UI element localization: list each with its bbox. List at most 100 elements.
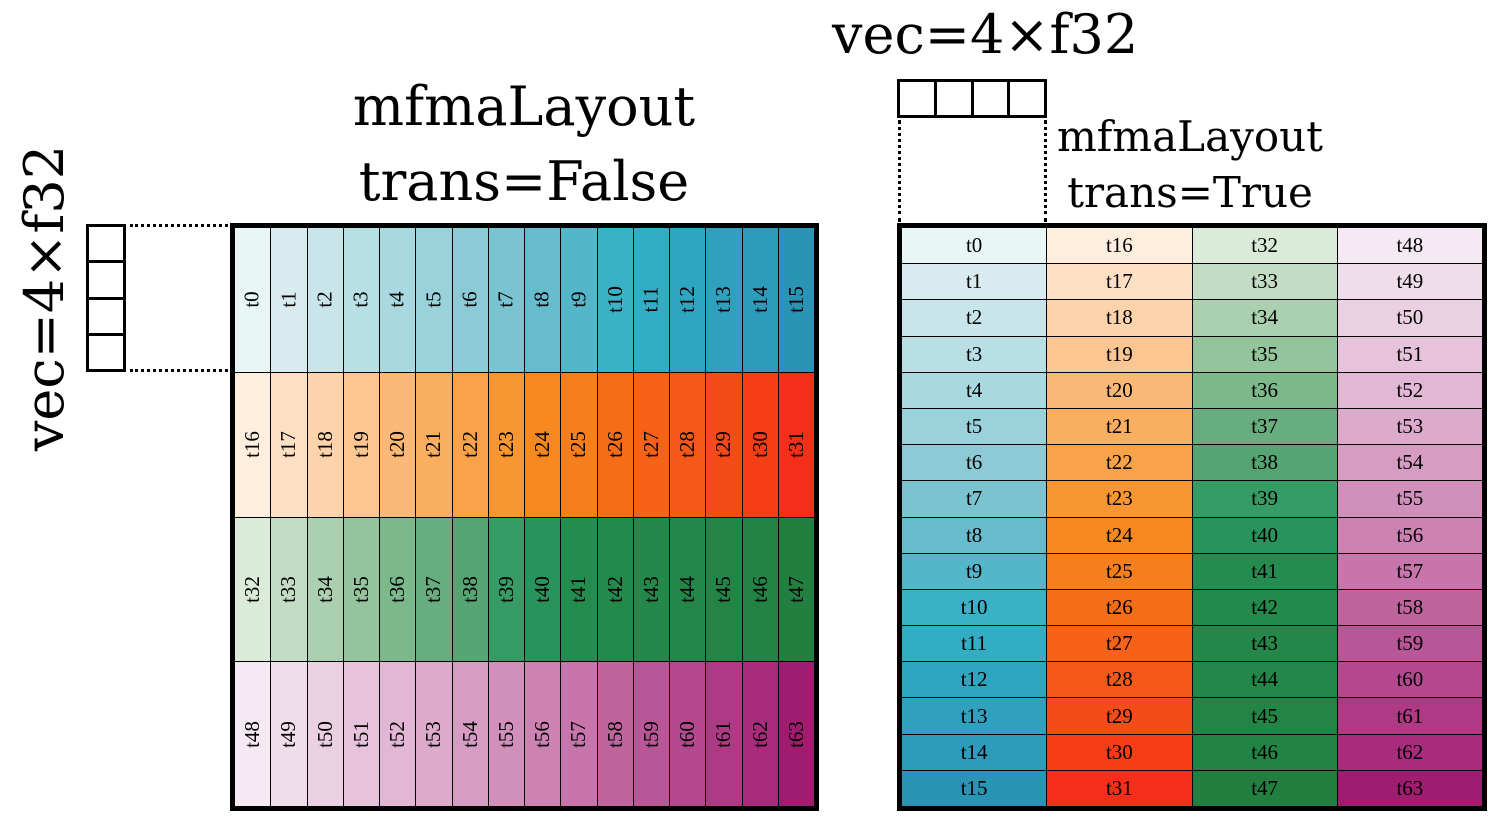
thread-cell: t34 — [307, 517, 343, 662]
thread-label: t17 — [1105, 269, 1133, 294]
thread-label: t48 — [240, 720, 265, 748]
thread-cell: t16 — [235, 372, 271, 517]
right-thread-grid: t0 t16 t32 t48 t1 t17 t33 t49 t2 t18 t34 t50 t3 t19 t3… — [897, 223, 1487, 811]
thread-cell: t4 — [902, 372, 1047, 408]
thread-label: t39 — [1251, 486, 1279, 511]
thread-label: t44 — [1251, 667, 1279, 692]
thread-cell: t25 — [561, 372, 597, 517]
vector-element — [974, 82, 1011, 115]
thread-label: t34 — [1251, 305, 1279, 330]
thread-cell: t55 — [1337, 481, 1482, 517]
thread-label: t11 — [638, 286, 663, 313]
thread-cell: t26 — [597, 372, 633, 517]
thread-cell: t15 — [902, 770, 1047, 806]
thread-cell: t22 — [452, 372, 488, 517]
thread-label: t50 — [1396, 305, 1424, 330]
thread-label: t6 — [965, 450, 983, 475]
thread-cell: t57 — [561, 662, 597, 806]
thread-label: t33 — [1251, 269, 1279, 294]
thread-cell: t15 — [778, 228, 814, 372]
thread-cell: t44 — [1192, 662, 1337, 698]
thread-cell: t43 — [633, 517, 669, 662]
thread-cell: t51 — [1337, 336, 1482, 372]
thread-cell: t10 — [597, 228, 633, 372]
thread-label: t26 — [602, 431, 627, 459]
thread-label: t14 — [960, 739, 988, 764]
thread-cell: t22 — [1047, 445, 1192, 481]
thread-cell: t3 — [343, 228, 379, 372]
thread-label: t30 — [747, 431, 772, 459]
thread-label: t48 — [1396, 233, 1424, 258]
thread-label: t7 — [965, 486, 983, 511]
thread-cell: t9 — [902, 553, 1047, 589]
thread-label: t33 — [276, 575, 301, 603]
thread-cell: t49 — [271, 662, 307, 806]
thread-label: t4 — [385, 291, 410, 309]
thread-label: t26 — [1105, 594, 1133, 619]
thread-cell: t35 — [1192, 336, 1337, 372]
thread-cell: t60 — [1337, 662, 1482, 698]
thread-cell: t36 — [380, 517, 416, 662]
vector-element — [937, 82, 974, 115]
thread-label: t23 — [1105, 486, 1133, 511]
thread-label: t1 — [276, 291, 301, 309]
left-dotted-guide-bottom — [130, 369, 228, 372]
thread-cell: t46 — [742, 517, 778, 662]
thread-cell: t59 — [633, 662, 669, 806]
thread-label: t28 — [675, 431, 700, 459]
thread-label: t61 — [1396, 703, 1424, 728]
thread-label: t52 — [385, 720, 410, 748]
thread-cell: t62 — [742, 662, 778, 806]
thread-cell: t14 — [902, 734, 1047, 770]
thread-label: t51 — [348, 720, 373, 748]
thread-label: t19 — [348, 431, 373, 459]
thread-cell: t61 — [706, 662, 742, 806]
thread-label: t32 — [1251, 233, 1279, 258]
thread-cell: t11 — [633, 228, 669, 372]
thread-label: t22 — [1105, 450, 1133, 475]
thread-cell: t0 — [235, 228, 271, 372]
thread-cell: t39 — [1192, 481, 1337, 517]
thread-cell: t45 — [706, 517, 742, 662]
thread-cell: t38 — [452, 517, 488, 662]
thread-cell: t54 — [452, 662, 488, 806]
thread-cell: t63 — [1337, 770, 1482, 806]
thread-cell: t39 — [488, 517, 524, 662]
thread-cell: t58 — [1337, 589, 1482, 626]
thread-label: t36 — [1251, 377, 1279, 402]
thread-label: t5 — [421, 291, 446, 309]
thread-label: t7 — [493, 291, 518, 309]
thread-cell: t24 — [525, 372, 561, 517]
thread-label: t9 — [965, 558, 983, 583]
thread-label: t25 — [566, 431, 591, 459]
vector-element — [89, 336, 123, 369]
right-title-line2: trans=True — [1067, 168, 1313, 217]
thread-label: t41 — [566, 575, 591, 603]
thread-label: t56 — [1396, 522, 1424, 547]
vector-element — [89, 300, 123, 336]
thread-label: t5 — [965, 414, 983, 439]
right-vector-box — [897, 79, 1047, 118]
vector-element — [900, 82, 937, 115]
thread-label: t40 — [530, 575, 555, 603]
thread-label: t8 — [530, 291, 555, 309]
thread-label: t25 — [1105, 558, 1133, 583]
thread-label: t63 — [783, 720, 808, 748]
left-title-line1: mfmaLayout — [352, 75, 696, 138]
thread-label: t11 — [961, 631, 988, 656]
thread-label: t44 — [675, 575, 700, 603]
thread-label: t54 — [1396, 450, 1424, 475]
thread-cell: t52 — [380, 662, 416, 806]
thread-cell: t43 — [1192, 626, 1337, 662]
thread-label: t23 — [493, 431, 518, 459]
thread-cell: t8 — [902, 517, 1047, 553]
thread-cell: t16 — [1047, 228, 1192, 264]
thread-label: t35 — [1251, 341, 1279, 366]
thread-cell: t56 — [1337, 517, 1482, 553]
thread-cell: t63 — [778, 662, 814, 806]
thread-cell: t1 — [902, 264, 1047, 300]
thread-cell: t36 — [1192, 372, 1337, 408]
thread-label: t30 — [1105, 739, 1133, 764]
thread-label: t29 — [1105, 703, 1133, 728]
thread-cell: t42 — [1192, 589, 1337, 626]
